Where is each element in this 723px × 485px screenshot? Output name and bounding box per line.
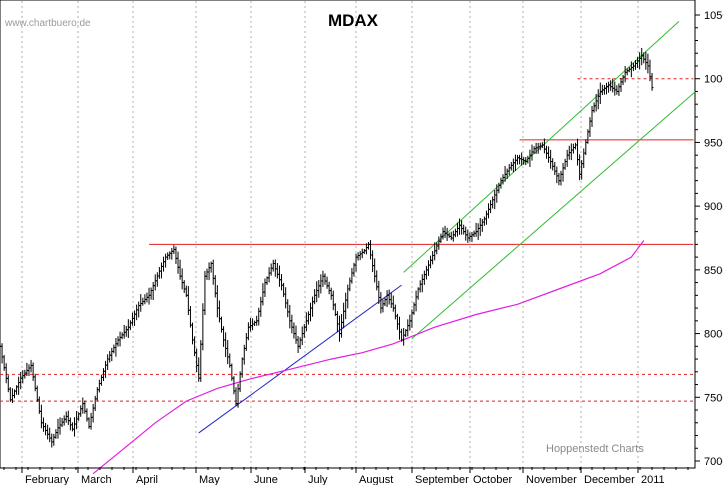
y-tick-label: 8000 xyxy=(704,329,723,341)
y-tick-label: 9000 xyxy=(704,201,723,213)
x-axis: February March April May June July August Septe… xyxy=(3,467,689,485)
price-bars xyxy=(0,47,654,448)
x-tick-label: December xyxy=(584,474,635,485)
y-tick-label: 10500 xyxy=(704,10,723,22)
watermark: www.chartbuero.de xyxy=(4,18,91,29)
trend-line xyxy=(198,284,402,434)
x-tick-label: October xyxy=(473,474,512,485)
chart-title: MDAX xyxy=(328,11,379,30)
x-tick-label: August xyxy=(359,474,393,485)
y-tick-label: 7000 xyxy=(704,456,723,468)
x-tick-label: April xyxy=(136,474,158,485)
ohlc-bar xyxy=(650,72,654,91)
plot-area xyxy=(0,0,696,469)
trend-line xyxy=(411,91,696,340)
x-tick-label: September xyxy=(415,474,469,485)
y-tick-label: 9500 xyxy=(704,137,723,149)
x-tick-label: May xyxy=(199,474,220,485)
x-tick-label: March xyxy=(81,474,112,485)
credit-label: Hoppenstedt Charts xyxy=(546,443,644,455)
x-tick-label: 2011 xyxy=(641,474,665,485)
x-tick-label: November xyxy=(526,474,577,485)
moving-average-line xyxy=(92,240,645,475)
x-tick-label: July xyxy=(308,474,328,485)
y-tick-label: 8500 xyxy=(704,265,723,277)
y-axis: 7000 7500 8000 8500 9000 9500 10000 10500 xyxy=(695,10,723,468)
y-tick-label: 10000 xyxy=(704,74,723,86)
y-tick-label: 7500 xyxy=(704,392,723,404)
x-tick-label: June xyxy=(254,474,278,485)
x-tick-label: February xyxy=(25,474,70,485)
